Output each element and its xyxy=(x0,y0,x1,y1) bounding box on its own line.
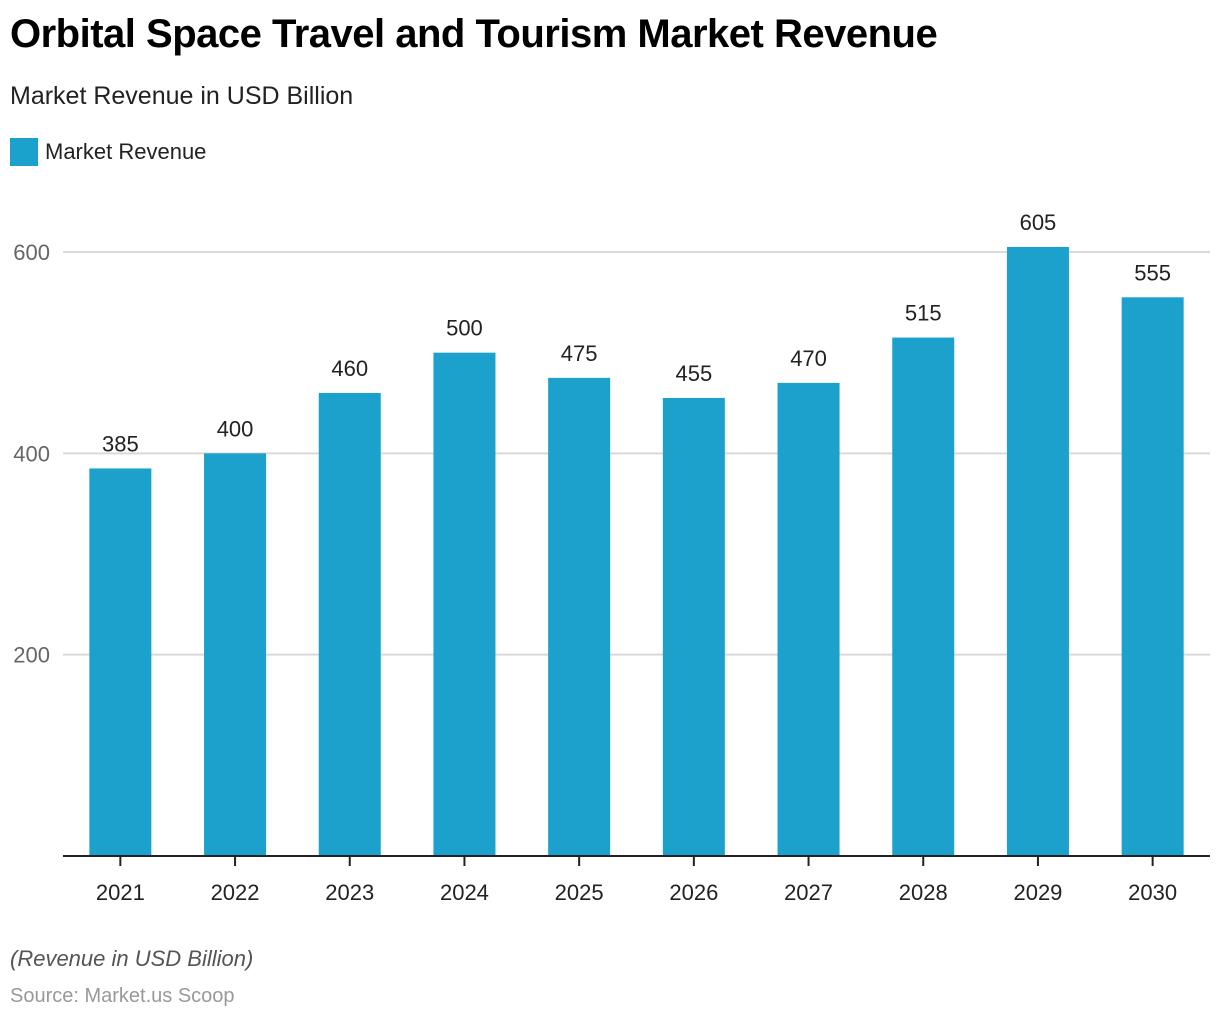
legend-swatch xyxy=(10,138,38,166)
x-tick-label: 2026 xyxy=(669,880,718,905)
bar xyxy=(89,468,152,856)
x-tick-label: 2021 xyxy=(96,880,145,905)
data-label: 455 xyxy=(675,361,712,386)
bar xyxy=(548,377,611,856)
x-tick-label: 2027 xyxy=(784,880,833,905)
bar xyxy=(662,397,725,856)
x-tick-label: 2023 xyxy=(325,880,374,905)
data-label: 385 xyxy=(102,431,139,456)
data-label: 605 xyxy=(1020,210,1057,235)
x-tick-label: 2029 xyxy=(1013,880,1062,905)
x-tick-label: 2030 xyxy=(1128,880,1177,905)
x-tick-label: 2024 xyxy=(440,880,489,905)
data-label: 475 xyxy=(561,341,598,366)
data-label: 500 xyxy=(446,316,483,341)
chart-title: Orbital Space Travel and Tourism Market … xyxy=(10,12,938,56)
data-label: 515 xyxy=(905,301,942,326)
bar xyxy=(892,337,955,857)
legend: Market Revenue xyxy=(10,138,206,166)
x-tick-label: 2025 xyxy=(555,880,604,905)
y-tick-label: 400 xyxy=(13,441,50,466)
y-tick-label: 600 xyxy=(13,240,50,265)
bar xyxy=(777,382,840,856)
data-label: 555 xyxy=(1134,260,1171,285)
bar xyxy=(204,453,267,856)
source-credit: Source: Market.us Scoop xyxy=(10,985,235,1007)
x-tick-label: 2022 xyxy=(211,880,260,905)
y-tick-label: 200 xyxy=(13,643,50,668)
bar xyxy=(318,392,381,856)
bar xyxy=(1006,246,1069,856)
legend-label: Market Revenue xyxy=(45,139,207,164)
x-tick-label: 2028 xyxy=(899,880,948,905)
bar xyxy=(433,352,496,856)
footnote: (Revenue in USD Billion) xyxy=(10,946,254,971)
chart-subtitle: Market Revenue in USD Billion xyxy=(10,82,354,110)
data-label: 460 xyxy=(331,356,368,381)
bar xyxy=(1121,297,1184,856)
data-label: 470 xyxy=(790,346,827,371)
data-label: 400 xyxy=(217,416,254,441)
